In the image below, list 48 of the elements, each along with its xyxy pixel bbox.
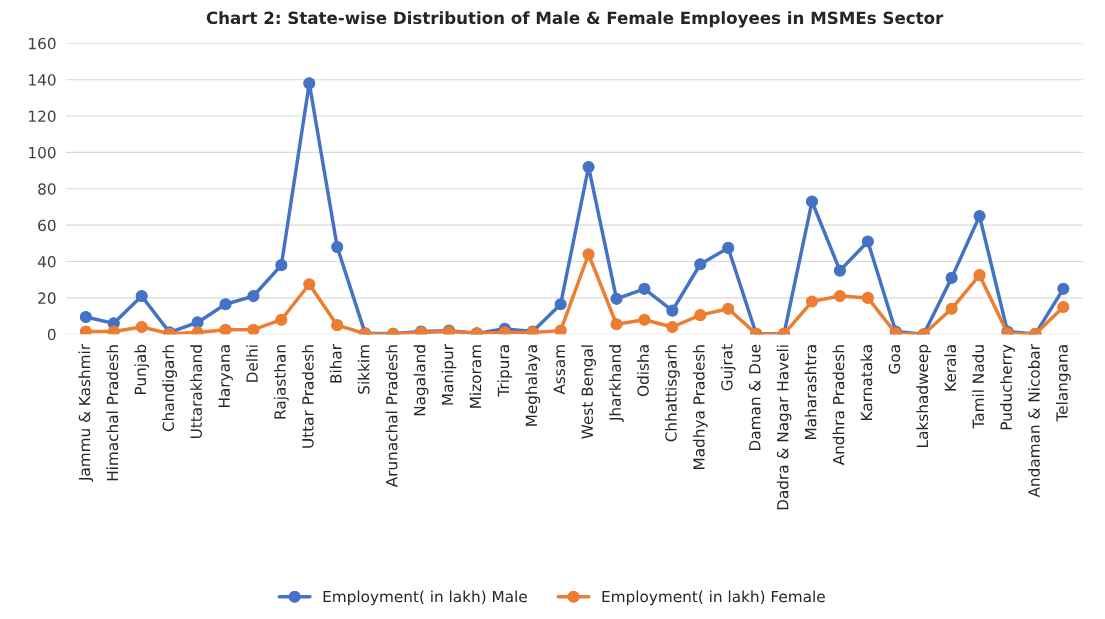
x-tick-label: Uttarakhand	[190, 345, 202, 439]
x-tick-label: Maharashtra	[804, 345, 817, 439]
x-tick-label: Haryana	[218, 345, 233, 408]
y-tick-label: 120	[29, 110, 56, 123]
x-tick-label: Mizoram	[469, 345, 482, 408]
x-tick-label: Nagaland	[413, 345, 429, 416]
y-tick-label: 100	[29, 146, 56, 159]
x-tick-label: Jharkhand	[609, 345, 624, 422]
y-tick-label: 80	[38, 183, 56, 195]
x-tick-label: Uttar Pradesh	[301, 345, 314, 448]
x-tick-label: Dadra & Nagar Haveli	[776, 345, 792, 510]
y-tick-label: 20	[38, 292, 56, 304]
x-tick-label: Meghalaya	[525, 345, 541, 426]
x-tick-label: Bihar	[329, 343, 342, 383]
x-tick-label: Telangana	[1055, 345, 1071, 422]
x-tick-label: Andhra Pradesh	[832, 345, 845, 466]
x-tick-label: Sikkim	[357, 345, 370, 394]
y-tick-label: 160	[29, 37, 56, 50]
x-tick-label: Himachal Pradesh	[106, 345, 119, 481]
x-tick-label: Delhi	[246, 345, 258, 382]
x-tick-label: Arunachal Pradesh	[385, 345, 398, 488]
x-tick-label: Manipur	[441, 343, 457, 405]
x-tick-label: Odisha	[637, 345, 649, 397]
x-tick-label: Madhya Pradesh	[692, 345, 708, 469]
x-tick-label: Punjab	[134, 344, 150, 395]
legend-label: Employment( in lakh) Male	[323, 590, 527, 606]
chart-title: Chart 2: State-wise Distribution of Male & Female Employees in MSMEs Sector	[206, 11, 944, 28]
y-tick-label: 40	[37, 255, 56, 268]
y-tick-label: 60	[38, 219, 56, 232]
x-tick-label: Goa	[888, 345, 901, 374]
x-tick-label: Tripura	[497, 345, 513, 397]
x-tick-label: Karnataka	[860, 345, 873, 420]
x-tick-label: Assam	[553, 345, 566, 395]
y-tick-label: 140	[29, 74, 56, 86]
x-tick-label: Kerala	[944, 345, 957, 391]
x-tick-label: Lakshadweep	[916, 344, 932, 447]
x-tick-label: Jammu & Kashmir	[78, 343, 94, 482]
x-tick-label: Andaman & Nicobar	[1028, 343, 1040, 498]
x-tick-label: Chhattisgarh	[664, 345, 680, 442]
x-tick-label: Daman & Due	[749, 344, 761, 451]
legend-label: Employment( in lakh) Female	[602, 590, 825, 606]
x-tick-label: Chandigarh	[162, 345, 178, 432]
x-tick-label: Puducherry	[1000, 344, 1015, 430]
x-tick-label: West Bengal	[581, 345, 596, 439]
x-tick-label: Rajasthan	[273, 345, 289, 419]
x-tick-label: Gujrat	[720, 344, 736, 391]
y-tick-label: 0	[47, 328, 56, 341]
x-tick-label: Tamil Nadu	[972, 345, 984, 429]
